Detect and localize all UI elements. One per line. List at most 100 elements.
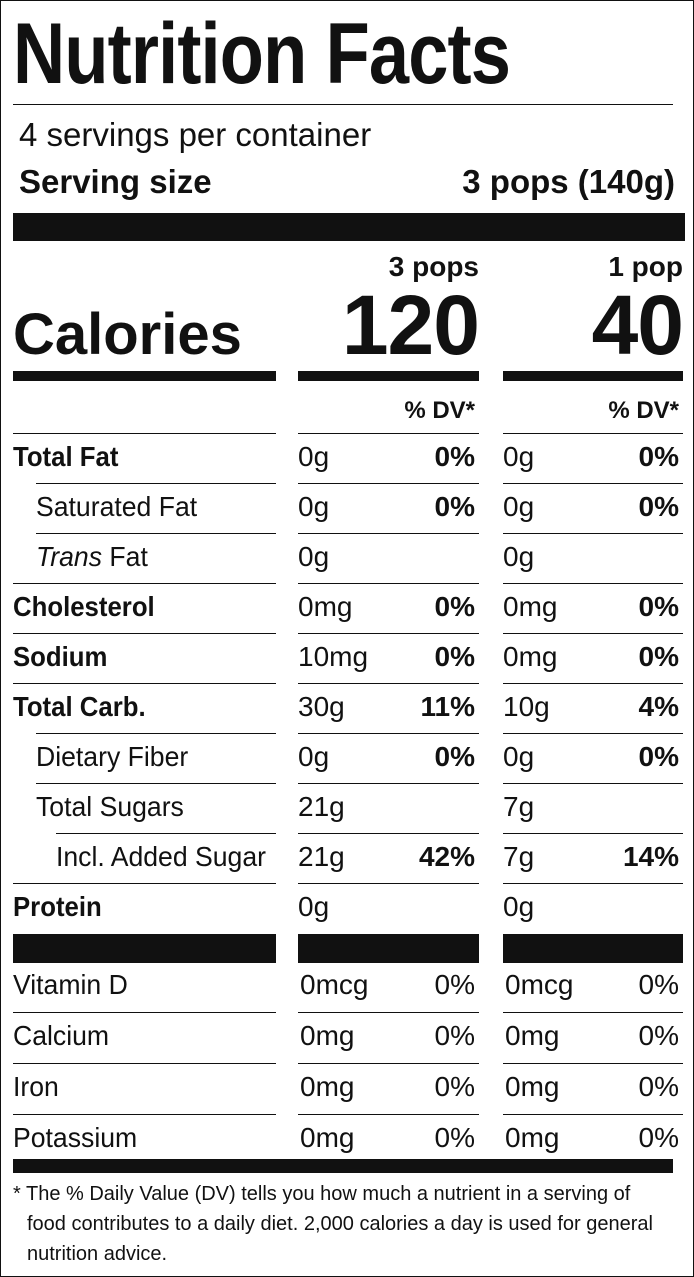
row-rule bbox=[298, 733, 479, 734]
daily-value: 0% bbox=[638, 1122, 679, 1153]
row-rule bbox=[13, 433, 276, 434]
row-rule bbox=[503, 483, 683, 484]
row-rule bbox=[503, 783, 683, 784]
amount: 0mg bbox=[300, 1071, 355, 1102]
row-rule bbox=[298, 433, 479, 434]
amount: 21g bbox=[298, 841, 345, 872]
row-rule bbox=[298, 533, 479, 534]
daily-value: 0% bbox=[638, 591, 679, 622]
nutrient-name-text: Cholesterol bbox=[13, 591, 155, 622]
daily-value: 0% bbox=[434, 491, 475, 522]
amount: 0mg bbox=[505, 1122, 560, 1153]
daily-value: 0% bbox=[638, 1071, 679, 1102]
daily-value: 0% bbox=[434, 969, 475, 1000]
thick-bar bbox=[13, 213, 685, 241]
amount: 0mcg bbox=[505, 969, 574, 1000]
nutrient-name-text: Sodium bbox=[13, 641, 108, 672]
daily-value: 0% bbox=[638, 741, 679, 772]
daily-value: 0% bbox=[434, 641, 475, 672]
thick-bar bbox=[13, 371, 276, 381]
nutrient-name: Cholesterol bbox=[13, 591, 256, 623]
footnote-line: food contributes to a daily diet. 2,000 … bbox=[27, 1213, 653, 1235]
thick-bar bbox=[298, 371, 479, 381]
nutrient-name: Dietary Fiber bbox=[36, 741, 265, 773]
thick-bar bbox=[503, 934, 683, 963]
amount: 0g bbox=[503, 541, 535, 572]
row-rule bbox=[298, 883, 479, 884]
nutrient-name-text: Calcium bbox=[13, 1020, 110, 1051]
daily-value: 0% bbox=[434, 441, 475, 472]
row-rule bbox=[503, 733, 683, 734]
amount: 7g bbox=[503, 791, 535, 822]
amount: 0mg bbox=[503, 641, 558, 672]
amount: 0mcg bbox=[300, 969, 369, 1000]
thick-bar bbox=[503, 371, 683, 381]
amount: 0mg bbox=[505, 1020, 560, 1051]
nutrient-name-text: Saturated Fat bbox=[36, 491, 198, 522]
row-rule bbox=[13, 683, 276, 684]
amount: 0mg bbox=[503, 591, 558, 622]
title: Nutrition Facts bbox=[13, 6, 511, 102]
nutrient-name: Sodium bbox=[13, 641, 256, 673]
serving-size: 3 pops (140g) bbox=[462, 163, 675, 200]
calories-value: 120 bbox=[341, 278, 480, 372]
nutrient-name: Incl. Added Sugars bbox=[56, 841, 266, 873]
row-rule bbox=[36, 533, 276, 534]
daily-value: 0% bbox=[638, 491, 679, 522]
thick-bar bbox=[13, 934, 276, 963]
row-rule bbox=[503, 1114, 683, 1115]
amount: 7g bbox=[503, 841, 535, 872]
row-rule bbox=[36, 483, 276, 484]
row-rule bbox=[298, 583, 479, 584]
daily-value: 14% bbox=[622, 841, 679, 872]
nutrient-name-text: Total Carb. bbox=[13, 691, 146, 722]
amount: 30g bbox=[298, 691, 345, 722]
row-rule bbox=[503, 533, 683, 534]
row-rule bbox=[36, 783, 276, 784]
nutrient-name-text: Incl. Added Sugars bbox=[56, 841, 266, 872]
daily-value: 0% bbox=[434, 1071, 475, 1102]
row-rule bbox=[13, 583, 276, 584]
row-rule bbox=[13, 1114, 276, 1115]
calories-label: Calories bbox=[13, 302, 242, 367]
row-rule bbox=[298, 783, 479, 784]
row-rule bbox=[503, 883, 683, 884]
amount: 0g bbox=[503, 441, 535, 472]
row-rule bbox=[13, 633, 276, 634]
amount: 10mg bbox=[298, 641, 369, 672]
serving-size-label: Serving size bbox=[19, 163, 212, 200]
row-rule bbox=[298, 633, 479, 634]
amount: 0mg bbox=[298, 591, 353, 622]
nutrient-name-text: Total Sugars bbox=[36, 791, 184, 822]
row-rule bbox=[298, 683, 479, 684]
dv-heading: % DV* bbox=[404, 397, 475, 424]
daily-value: 0% bbox=[434, 741, 475, 772]
nutrient-name: Trans Fat bbox=[36, 541, 265, 573]
daily-value: 0% bbox=[434, 1020, 475, 1051]
daily-value: 0% bbox=[434, 591, 475, 622]
amount: 0g bbox=[503, 891, 535, 922]
title-rule bbox=[13, 104, 673, 105]
thick-bar bbox=[13, 1159, 673, 1173]
row-rule bbox=[503, 1012, 683, 1013]
nutrient-name: Protein bbox=[13, 891, 256, 923]
daily-value: 0% bbox=[638, 969, 679, 1000]
nutrient-name-italic: Trans bbox=[36, 541, 103, 572]
nutrient-name: Iron bbox=[13, 1071, 264, 1103]
nutrient-name: Potassium bbox=[13, 1122, 264, 1154]
row-rule bbox=[56, 833, 276, 834]
nutrient-name: Vitamin D bbox=[13, 969, 264, 1001]
amount: 0g bbox=[298, 891, 330, 922]
row-rule bbox=[36, 733, 276, 734]
nutrient-name-text: Vitamin D bbox=[13, 969, 128, 1000]
nutrient-name-text: Protein bbox=[13, 891, 102, 922]
dv-heading: % DV* bbox=[608, 397, 679, 424]
row-rule bbox=[503, 433, 683, 434]
row-rule bbox=[298, 1012, 479, 1013]
amount: 0g bbox=[503, 741, 535, 772]
amount: 0g bbox=[298, 541, 330, 572]
nutrient-name: Total Carb. bbox=[13, 691, 256, 723]
nutrient-name-text: Dietary Fiber bbox=[36, 741, 189, 772]
amount: 0mg bbox=[300, 1020, 355, 1051]
amount: 21g bbox=[298, 791, 345, 822]
